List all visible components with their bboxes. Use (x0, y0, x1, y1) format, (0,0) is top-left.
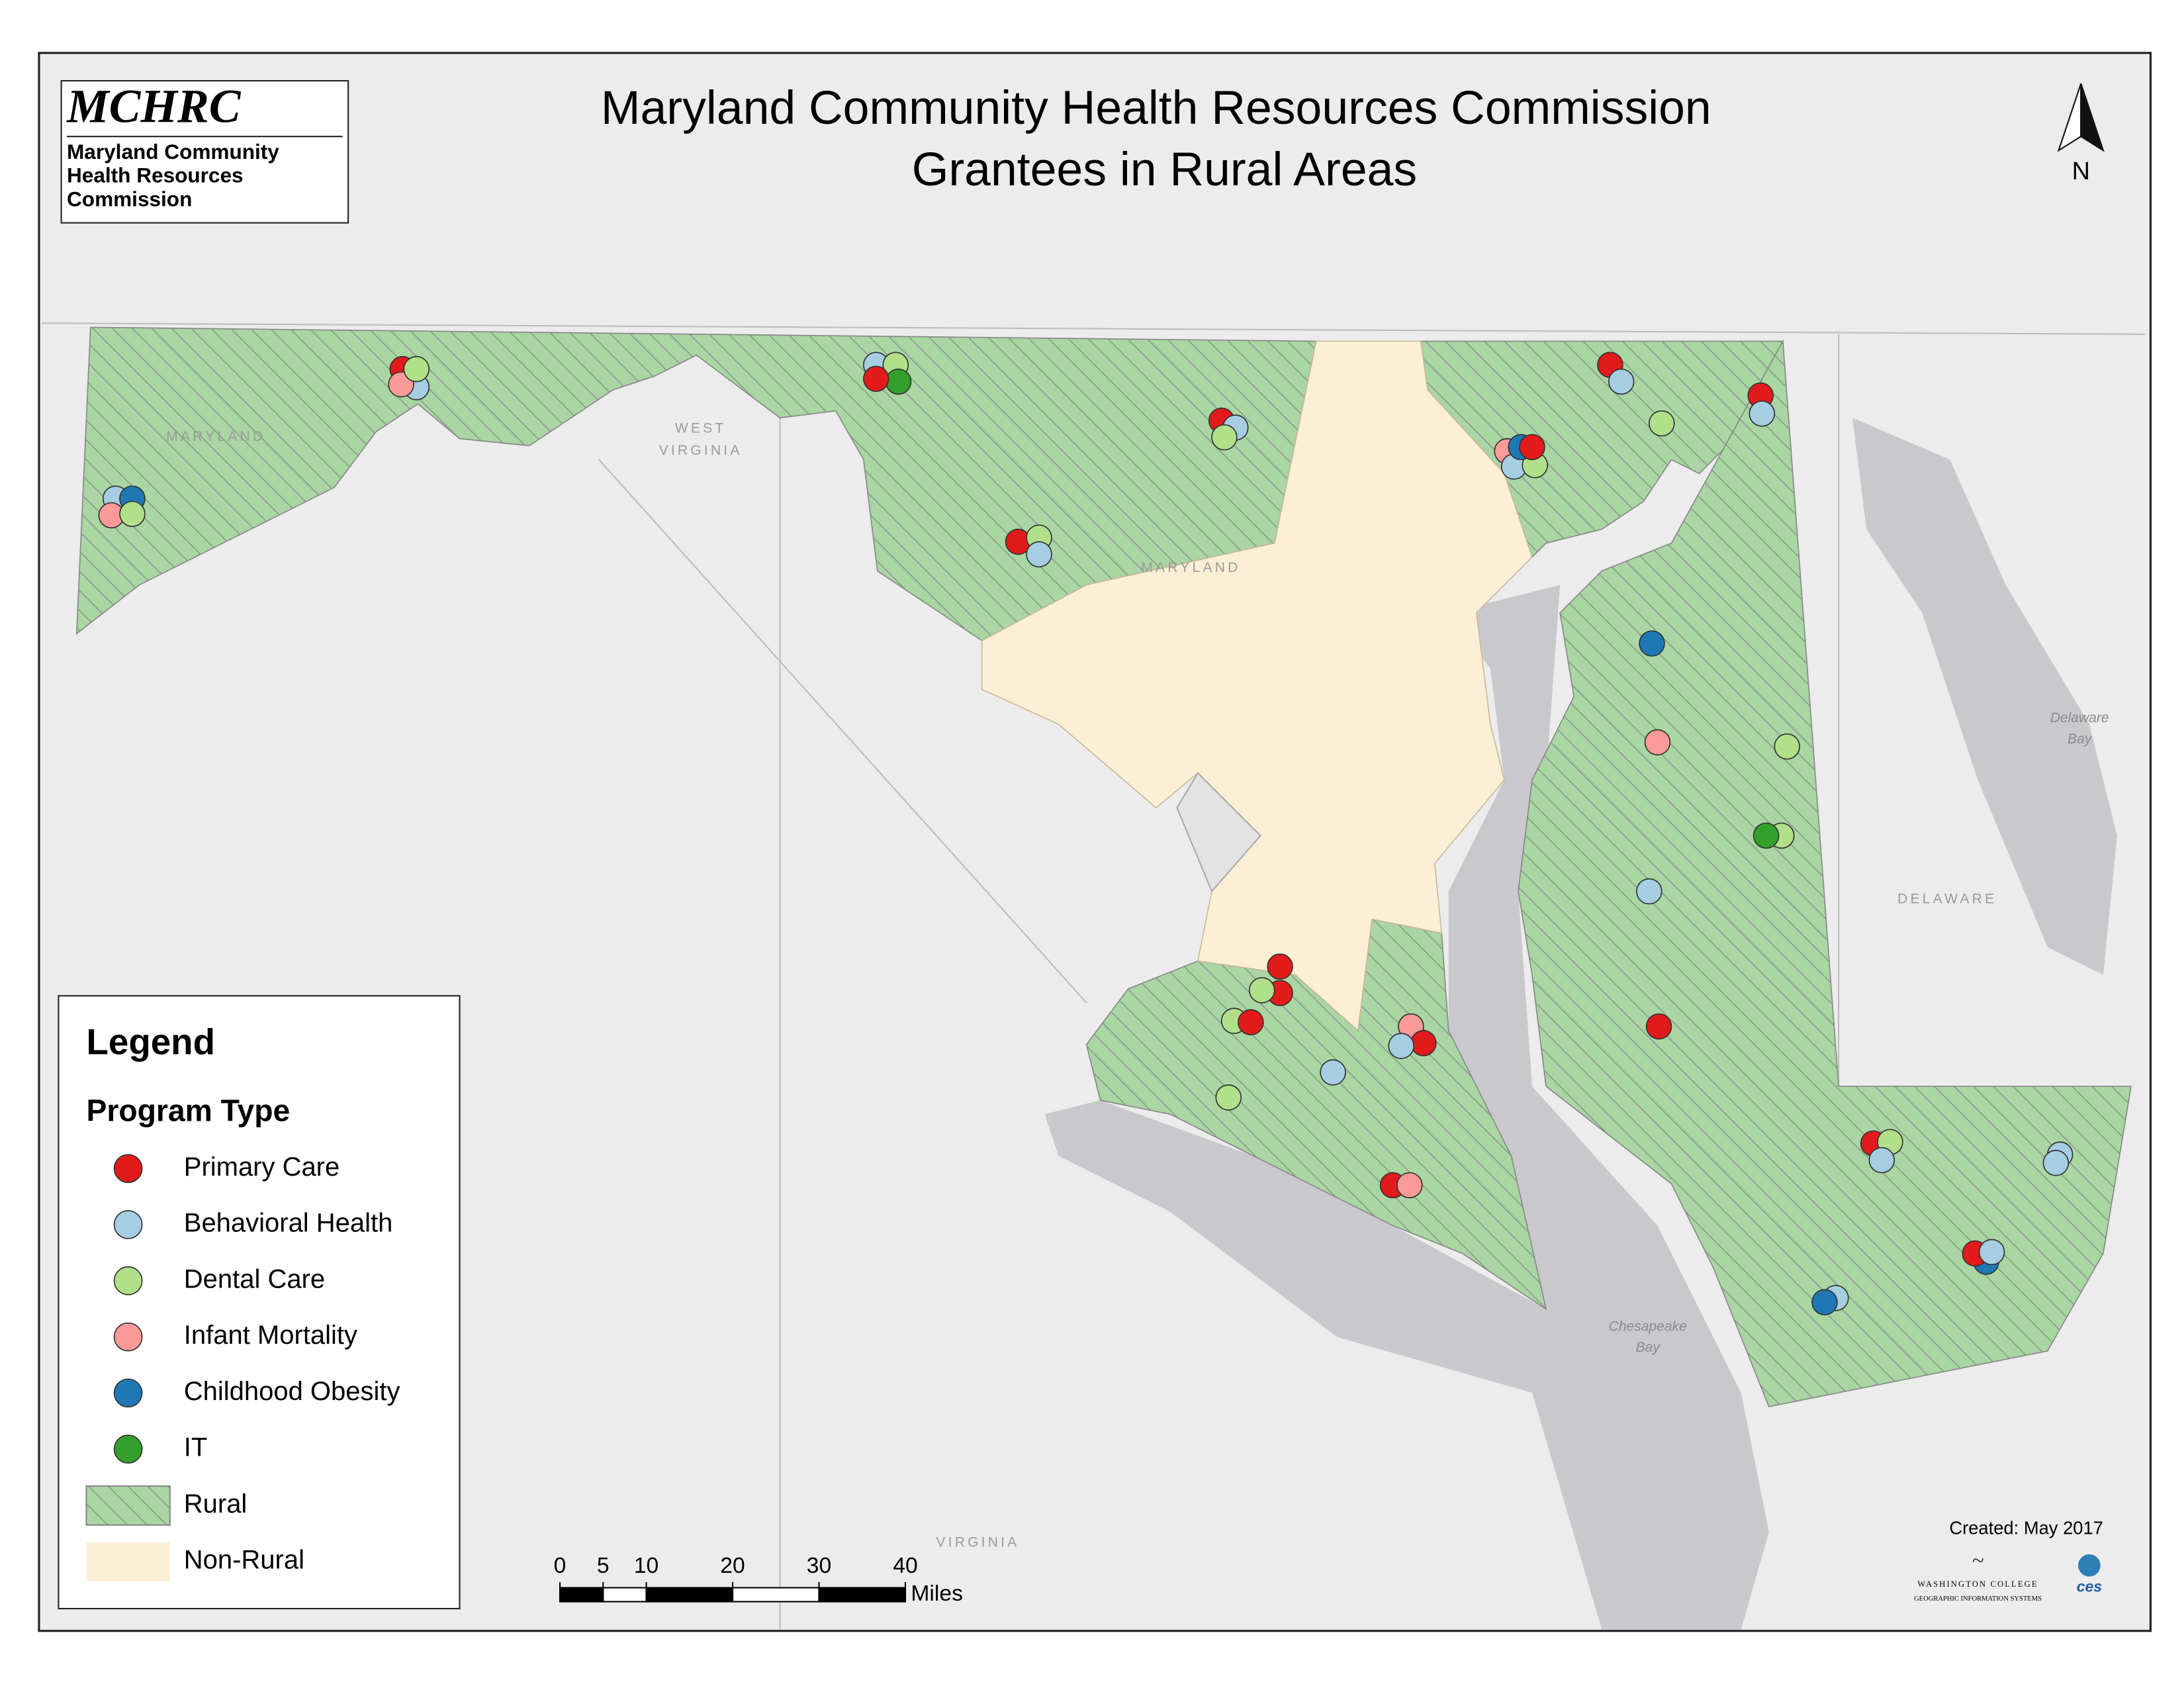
college-signature: ~ (1972, 1548, 1983, 1573)
logo-line: Health Resources (67, 164, 244, 187)
legend-swatch (113, 1266, 143, 1295)
ces-logo (2078, 1554, 2101, 1577)
map-label: Delaware (2050, 710, 2109, 726)
legend-label: Primary Care (184, 1152, 340, 1182)
grantee-marker (1978, 1239, 2005, 1266)
ces-label: ces (2077, 1578, 2103, 1595)
created-label: Created: May 2017 (1949, 1517, 2103, 1538)
map-label: Bay (1636, 1340, 1661, 1355)
grantee-marker (1811, 1289, 1838, 1315)
legend-swatch (113, 1434, 143, 1464)
scale-label: 30 (807, 1554, 831, 1578)
scale-segment (731, 1587, 820, 1603)
scale-label: 0 (554, 1554, 567, 1578)
map-label: WEST (675, 421, 727, 436)
grantee-marker (1248, 977, 1275, 1004)
legend-swatch (85, 1485, 171, 1526)
grantee-marker (1396, 1172, 1423, 1199)
north-arrow: N (2057, 83, 2105, 185)
grantee-marker (1388, 1033, 1415, 1059)
scale-unit: Miles (911, 1581, 963, 1606)
grantee-marker (1639, 630, 1665, 657)
title: Maryland Community Health Resources Comm… (601, 81, 1711, 134)
legend-label: Infant Mortality (184, 1321, 357, 1350)
legend-label: Childhood Obesity (184, 1377, 400, 1406)
logo-title: MCHRC (66, 81, 242, 133)
legend-swatch (113, 1154, 143, 1184)
grantee-marker (1410, 1030, 1437, 1056)
legend-swatch (113, 1322, 143, 1352)
grantee-marker (1026, 541, 1052, 568)
north-label: N (2072, 158, 2090, 185)
scale-segment (818, 1587, 907, 1603)
college-gis: GEOGRAPHIC INFORMATION SYSTEMS (1914, 1595, 2042, 1603)
district (1176, 772, 1262, 893)
grantee-marker (1211, 424, 1238, 451)
grantee-marker (863, 365, 889, 393)
scale-label: 5 (597, 1554, 610, 1578)
legend-label: IT (184, 1433, 208, 1462)
map-label: MARYLAND (166, 429, 265, 444)
grantee-marker (1215, 1084, 1242, 1111)
legend-label: Dental Care (184, 1264, 325, 1293)
grantee-marker (1648, 410, 1675, 437)
state-lines (42, 322, 2146, 1630)
grantee-marker (1644, 729, 1671, 756)
map-label: DELAWARE (1897, 892, 1997, 907)
legend-title: Legend (86, 1021, 215, 1062)
legend-swatch (86, 1542, 170, 1581)
grantee-marker (1636, 878, 1662, 905)
grantee-marker (1749, 400, 1776, 427)
scale-segment (602, 1587, 647, 1603)
legend-label: Behavioral Health (184, 1209, 393, 1238)
map-label: Bay (2068, 731, 2093, 747)
map-label: Chesapeake (1609, 1319, 1687, 1335)
legend-subtitle: Program Type (86, 1093, 290, 1127)
title: Grantees in Rural Areas (912, 143, 1417, 196)
scale-label: 20 (720, 1554, 745, 1578)
logo-box (60, 79, 349, 224)
map-label: VIRGINIA (936, 1535, 1019, 1550)
grantee-marker (1645, 1013, 1672, 1040)
grantee-marker (1868, 1147, 1895, 1174)
non-rural-area (981, 340, 1533, 1032)
scale-label: 10 (634, 1554, 659, 1578)
grantee-marker (1238, 1009, 1264, 1036)
logo-line: Commission (67, 187, 192, 211)
grantee-marker (1608, 368, 1635, 395)
grantee-marker (1320, 1059, 1346, 1086)
scale-segment (559, 1587, 604, 1603)
scale-segment (645, 1587, 734, 1603)
grantee-marker (1774, 733, 1800, 760)
grantee-marker (1752, 822, 1780, 849)
legend-swatch (113, 1378, 143, 1408)
college-name: WASHINGTON COLLEGE (1917, 1579, 2038, 1589)
legend-label: Non-Rural (184, 1546, 304, 1575)
grantee-marker (885, 368, 912, 395)
grantee-marker (119, 500, 146, 528)
grantee-marker (1519, 434, 1545, 461)
scale-label: 40 (893, 1554, 917, 1578)
logo-line: Maryland Community (67, 140, 279, 164)
map-label: MARYLAND (1141, 560, 1240, 575)
legend-swatch (113, 1210, 143, 1239)
rural-area (1518, 339, 2132, 1407)
grantee-marker (1267, 953, 1293, 980)
grantee-marker (403, 355, 430, 383)
grantee-marker (2042, 1150, 2070, 1176)
legend-label: Rural (184, 1489, 248, 1519)
map-label: VIRGINIA (659, 443, 743, 458)
